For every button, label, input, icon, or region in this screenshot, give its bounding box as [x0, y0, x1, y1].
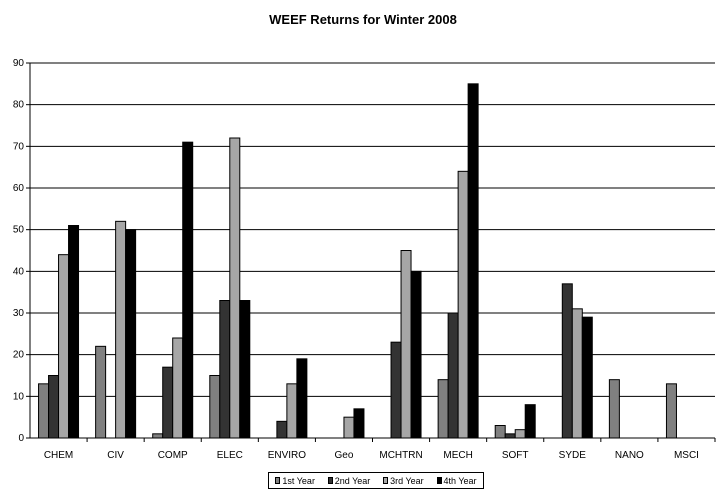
- legend-entry: 1st Year: [275, 476, 315, 486]
- y-tick-label: 30: [13, 308, 25, 319]
- bar-3rd-year-syde: [571, 308, 583, 439]
- bar-3rd-year-comp: [172, 337, 184, 439]
- x-tick-label: SYDE: [559, 450, 587, 461]
- x-tick-label: MCHTRN: [379, 450, 422, 461]
- bar-3rd-year-geo: [343, 416, 355, 439]
- legend-entry: 3rd Year: [383, 476, 424, 486]
- y-tick-label: 10: [13, 391, 25, 402]
- x-tick-label: Geo: [335, 450, 354, 461]
- bar-4th-year-soft: [524, 404, 536, 439]
- legend-swatch: [436, 477, 442, 484]
- x-tick-label: MECH: [443, 450, 472, 461]
- bar-3rd-year-chem: [58, 254, 70, 439]
- bar-1st-year-msci: [665, 383, 677, 439]
- y-tick-label: 20: [13, 350, 25, 361]
- bar-2nd-year-mchtrn: [390, 341, 402, 439]
- bar-3rd-year-mchtrn: [400, 250, 412, 439]
- bar-1st-year-soft: [494, 425, 506, 439]
- bar-3rd-year-soft: [514, 429, 526, 439]
- x-tick-label: ENVIRO: [268, 450, 307, 461]
- legend-swatch: [383, 477, 389, 484]
- bar-4th-year-chem: [68, 225, 80, 439]
- legend-entry: 4th Year: [436, 475, 477, 486]
- bar-2nd-year-soft: [504, 433, 516, 439]
- bar-4th-year-elec: [239, 300, 251, 439]
- bar-4th-year-civ: [125, 229, 137, 439]
- x-tick-label: MSCI: [674, 450, 699, 461]
- y-tick-label: 80: [13, 100, 25, 111]
- x-tick-label: CIV: [107, 450, 124, 461]
- legend-swatch: [327, 477, 333, 484]
- x-tick-label: SOFT: [502, 450, 529, 461]
- bar-2nd-year-mech: [447, 312, 459, 439]
- x-tick-label: CHEM: [44, 450, 73, 461]
- bar-4th-year-geo: [353, 408, 365, 439]
- y-tick-label: 50: [13, 225, 25, 236]
- bar-2nd-year-enviro: [276, 420, 288, 439]
- y-tick-label: 40: [13, 266, 25, 277]
- bar-4th-year-enviro: [296, 358, 308, 439]
- legend-label: 1st Year: [282, 475, 315, 486]
- y-tick-label: 60: [13, 183, 25, 194]
- bar-1st-year-nano: [608, 379, 620, 439]
- bar-1st-year-comp: [152, 433, 164, 439]
- bar-1st-year-civ: [95, 345, 107, 439]
- bar-4th-year-mchtrn: [410, 270, 422, 439]
- bar-2nd-year-comp: [162, 366, 174, 439]
- legend-swatch: [275, 477, 281, 484]
- bar-4th-year-mech: [467, 83, 479, 439]
- y-tick-label: 90: [13, 58, 25, 69]
- x-tick-label: ELEC: [217, 450, 243, 461]
- bar-1st-year-chem: [38, 383, 50, 439]
- bar-3rd-year-enviro: [286, 383, 298, 439]
- bar-4th-year-syde: [581, 316, 593, 439]
- x-tick-label: NANO: [615, 450, 644, 461]
- bar-3rd-year-elec: [229, 137, 241, 439]
- chart-title: WEEF Returns for Winter 2008: [269, 12, 457, 27]
- legend-label: 4th Year: [443, 475, 477, 486]
- bar-1st-year-elec: [209, 375, 221, 439]
- bar-1st-year-mech: [437, 379, 449, 439]
- legend: 1st Year 2nd Year 3rd Year 4th Year: [268, 472, 484, 489]
- legend-label: 2nd Year: [334, 475, 371, 486]
- legend-entry: 2nd Year: [327, 475, 371, 486]
- bar-3rd-year-mech: [457, 170, 469, 439]
- bar-2nd-year-syde: [561, 283, 573, 439]
- bar-4th-year-comp: [182, 141, 194, 439]
- legend-label: 3rd Year: [390, 475, 424, 486]
- y-tick-label: 0: [18, 433, 24, 444]
- bar-2nd-year-elec: [219, 300, 231, 439]
- bar-2nd-year-chem: [48, 375, 60, 439]
- x-tick-label: COMP: [158, 450, 188, 461]
- plot-area: 0 10 20 30 40 50 60 70 80 90 CHEM CIV COMP ELEC ENVIRO…: [13, 58, 716, 461]
- bar-3rd-year-civ: [115, 220, 127, 439]
- y-tick-label: 70: [13, 141, 25, 152]
